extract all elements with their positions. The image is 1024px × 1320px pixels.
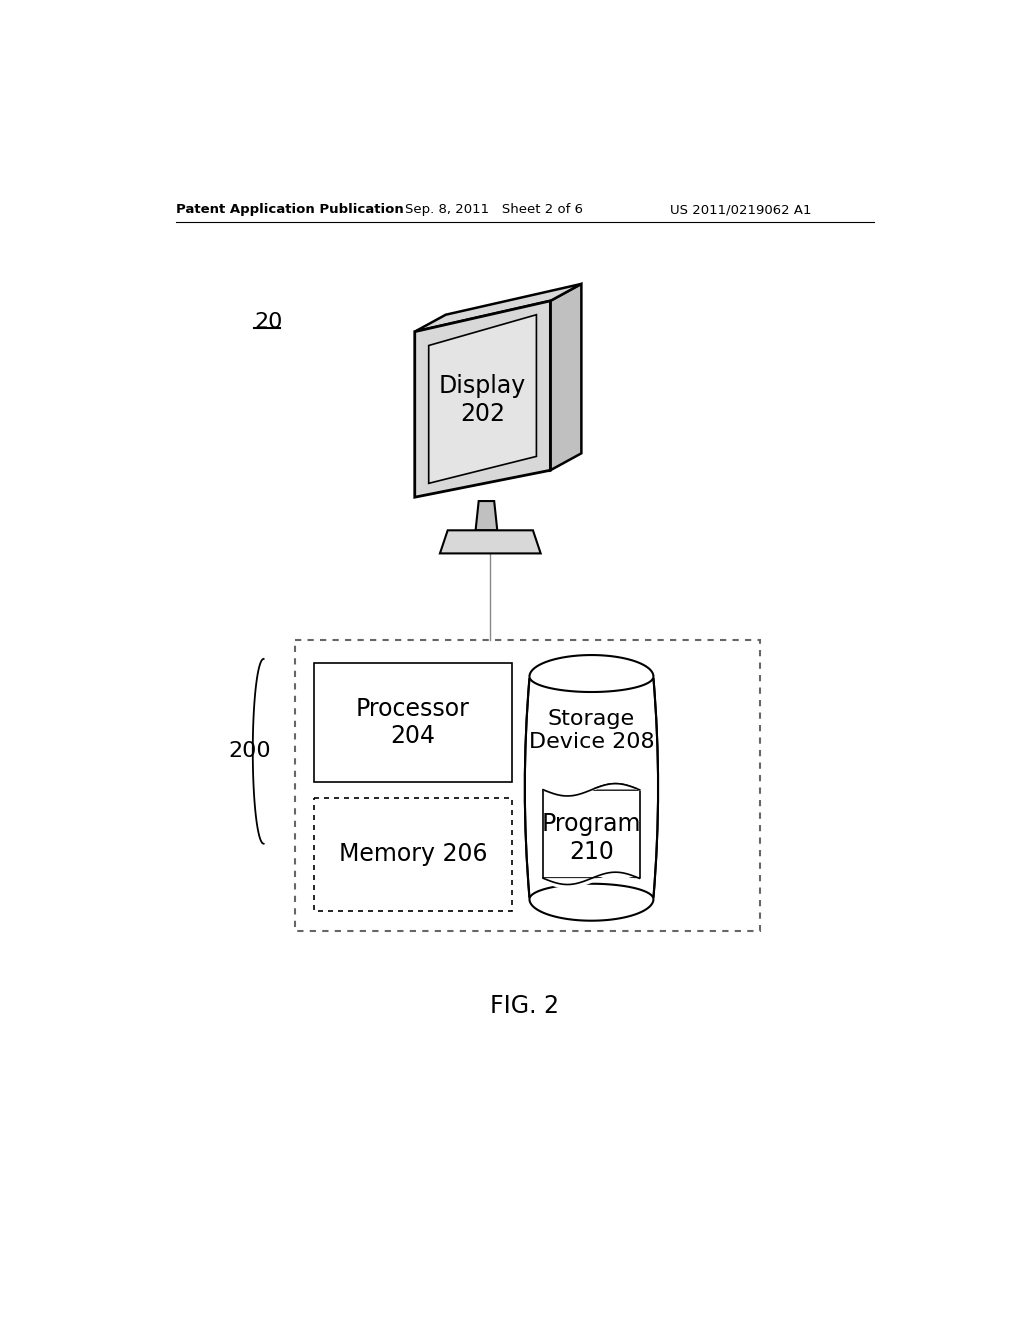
Text: FIG. 2: FIG. 2 bbox=[490, 994, 559, 1018]
Bar bbox=[295, 640, 760, 931]
Polygon shape bbox=[529, 884, 653, 920]
Bar bbox=[314, 663, 512, 781]
Text: 200: 200 bbox=[228, 742, 271, 762]
Polygon shape bbox=[429, 314, 537, 483]
Bar bbox=[314, 797, 512, 911]
Polygon shape bbox=[440, 531, 541, 553]
Polygon shape bbox=[415, 301, 550, 498]
Text: 20: 20 bbox=[254, 313, 283, 333]
Polygon shape bbox=[475, 502, 498, 531]
Text: Sep. 8, 2011   Sheet 2 of 6: Sep. 8, 2011 Sheet 2 of 6 bbox=[406, 203, 584, 216]
Bar bbox=[544, 789, 640, 878]
Polygon shape bbox=[550, 284, 582, 470]
Text: Storage
Device 208: Storage Device 208 bbox=[528, 709, 654, 752]
Bar bbox=[529, 675, 653, 902]
Text: Display
202: Display 202 bbox=[439, 374, 526, 426]
Polygon shape bbox=[529, 655, 653, 692]
Text: Program
210: Program 210 bbox=[542, 812, 641, 863]
Polygon shape bbox=[520, 678, 663, 898]
Polygon shape bbox=[415, 284, 582, 331]
Text: Memory 206: Memory 206 bbox=[339, 842, 487, 866]
Text: US 2011/0219062 A1: US 2011/0219062 A1 bbox=[671, 203, 812, 216]
Text: Patent Application Publication: Patent Application Publication bbox=[176, 203, 403, 216]
Text: Processor
204: Processor 204 bbox=[356, 697, 470, 748]
